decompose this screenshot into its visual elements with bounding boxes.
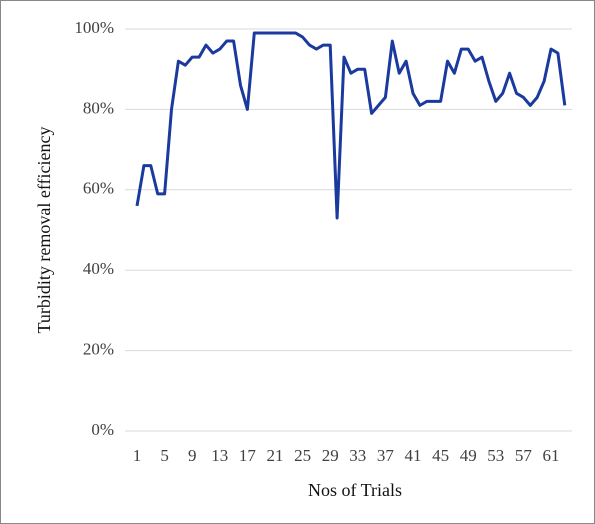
y-tick-label: 80%: [83, 98, 114, 117]
x-tick-label: 33: [349, 446, 366, 465]
x-tick-label: 5: [160, 446, 169, 465]
x-tick-label: 61: [543, 446, 560, 465]
x-tick-label: 13: [211, 446, 228, 465]
x-tick-label: 9: [188, 446, 197, 465]
x-tick-label: 17: [239, 446, 257, 465]
x-tick-label: 53: [487, 446, 504, 465]
x-tick-label: 25: [294, 446, 311, 465]
x-tick-label: 37: [377, 446, 395, 465]
y-tick-label: 0%: [91, 420, 114, 439]
y-tick-label: 100%: [74, 18, 114, 37]
y-tick-label: 20%: [83, 340, 114, 359]
data-line: [135, 31, 567, 220]
x-tick-label: 57: [515, 446, 533, 465]
x-tick-label: 45: [432, 446, 449, 465]
x-tick-label: 21: [267, 446, 284, 465]
x-tick-label: 29: [322, 446, 339, 465]
x-tick-label: 49: [460, 446, 477, 465]
y-tick-label: 40%: [83, 259, 114, 278]
x-tick-label: 41: [405, 446, 422, 465]
x-axis-label: Nos of Trials: [308, 480, 402, 500]
y-tick-label: 60%: [83, 179, 114, 198]
x-tick-label: 1: [133, 446, 142, 465]
y-axis-label: Turbidity removal efficiency: [34, 127, 54, 334]
